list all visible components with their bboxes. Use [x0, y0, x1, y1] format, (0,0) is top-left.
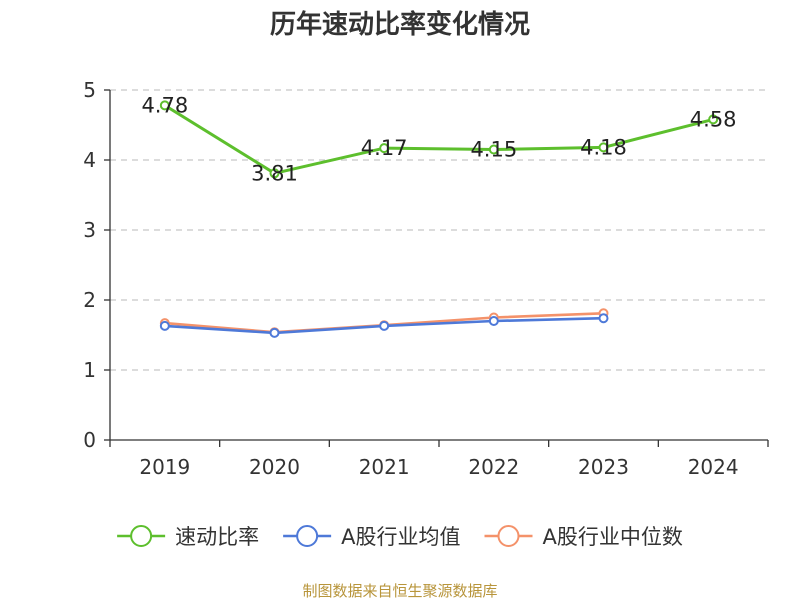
data-point[interactable]	[598, 313, 609, 324]
series-line-0	[164, 104, 714, 175]
y-tick-label: 2	[83, 288, 96, 312]
data-label: 4.78	[141, 93, 188, 117]
legend-label: A股行业中位数	[543, 525, 683, 549]
data-label: 4.58	[690, 107, 737, 131]
data-label: 4.15	[470, 138, 517, 162]
data-point[interactable]	[379, 320, 390, 331]
data-point[interactable]	[159, 320, 170, 331]
y-tick-label: 1	[83, 358, 96, 382]
y-tick-label: 4	[83, 148, 96, 172]
legend-item-1[interactable]: A股行业均值	[283, 525, 461, 549]
legend-label: 速动比率	[175, 525, 259, 549]
data-point[interactable]	[488, 144, 499, 155]
chart-title: 历年速动比率变化情况	[270, 9, 530, 40]
legend-marker	[497, 525, 520, 547]
axes: 0 1 2 3 4 5 2019 2020 2021 2022 2023 2024	[83, 78, 769, 479]
y-tick-label: 0	[83, 428, 96, 452]
legend-item-0[interactable]: 速动比率	[117, 525, 259, 549]
legend-item-2[interactable]: A股行业中位数	[484, 525, 683, 549]
data-point[interactable]	[708, 114, 719, 125]
legend-marker	[296, 525, 319, 547]
source-note: 制图数据来自恒生聚源数据库	[302, 582, 497, 600]
data-labels: 4.78 3.81 4.17 4.15 4.18 4.58	[141, 93, 736, 185]
x-tick-label: 2019	[139, 455, 190, 479]
x-tick-label: 2020	[249, 455, 300, 479]
data-point[interactable]	[598, 142, 609, 153]
x-tick-label: 2023	[578, 455, 629, 479]
legend[interactable]: 速动比率 A股行业均值 A股行业中位数	[117, 525, 683, 549]
legend-marker	[130, 525, 153, 547]
data-label: 3.81	[251, 161, 298, 185]
data-point[interactable]	[269, 168, 280, 179]
data-point[interactable]	[379, 143, 390, 154]
data-label: 4.18	[580, 135, 627, 159]
data-point[interactable]	[269, 327, 280, 338]
x-tick-label: 2024	[688, 455, 739, 479]
y-tick-label: 3	[83, 218, 96, 242]
x-tick-label: 2022	[468, 455, 519, 479]
data-point[interactable]	[159, 100, 170, 111]
series-layer	[159, 100, 719, 338]
data-point[interactable]	[488, 316, 499, 326]
data-label: 4.17	[361, 136, 408, 160]
y-tick-label: 5	[83, 78, 96, 102]
legend-label: A股行业均值	[341, 525, 460, 549]
x-tick-label: 2021	[359, 455, 410, 479]
